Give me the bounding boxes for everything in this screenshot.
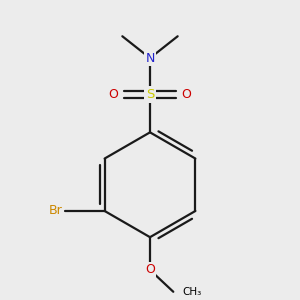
Text: S: S bbox=[146, 88, 154, 101]
Text: N: N bbox=[145, 52, 155, 64]
Text: CH₃: CH₃ bbox=[183, 287, 202, 297]
Text: O: O bbox=[109, 88, 118, 101]
Text: O: O bbox=[182, 88, 191, 101]
Text: O: O bbox=[145, 263, 155, 276]
Text: Br: Br bbox=[49, 205, 63, 218]
